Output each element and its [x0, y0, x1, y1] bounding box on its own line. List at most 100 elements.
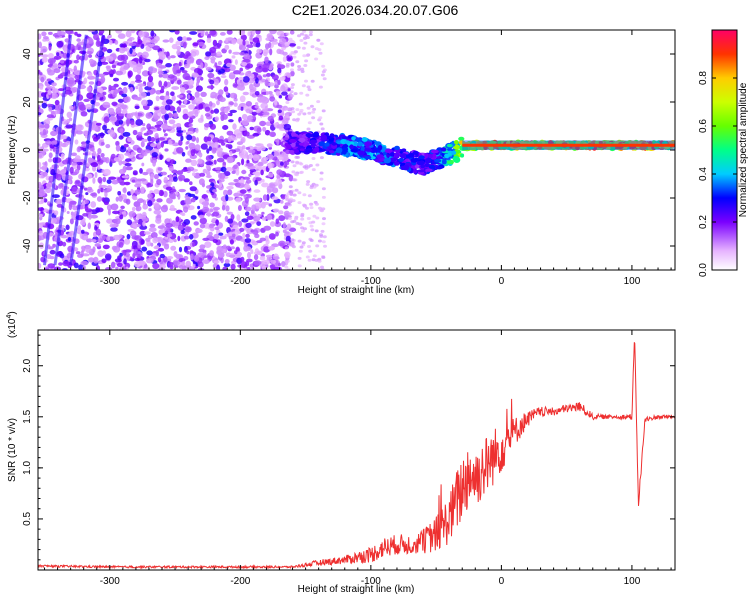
- noise-cell: [200, 114, 204, 122]
- noise-cell: [50, 130, 58, 137]
- noise-cell: [121, 81, 129, 86]
- ridge-cell: [393, 161, 400, 166]
- noise-cell: [190, 197, 196, 203]
- ridge-cell: [299, 148, 305, 152]
- noise-cell: [113, 88, 119, 95]
- noise-cell: [294, 217, 298, 221]
- noise-cell: [202, 168, 208, 174]
- snr-plot: [38, 342, 675, 570]
- y-tick-label: 20: [22, 96, 33, 108]
- noise-cell: [303, 41, 308, 45]
- noise-cell: [204, 56, 210, 61]
- noise-cell: [247, 251, 251, 259]
- noise-cell: [269, 96, 276, 102]
- noise-cell: [162, 123, 168, 130]
- noise-cell: [192, 242, 196, 247]
- noise-cell: [38, 104, 41, 108]
- noise-cell: [225, 144, 230, 148]
- noise-cell: [200, 91, 207, 97]
- noise-cell: [97, 250, 104, 257]
- noise-cell: [322, 217, 326, 221]
- noise-cell: [118, 241, 124, 248]
- noise-cell: [93, 109, 98, 114]
- noise-cell: [241, 61, 248, 67]
- noise-cell: [130, 188, 134, 196]
- ridge-cell: [417, 169, 426, 173]
- noise-cell: [287, 57, 292, 61]
- noise-cell: [237, 205, 242, 211]
- noise-cell: [38, 207, 45, 212]
- noise-cell: [307, 121, 312, 125]
- noise-cell: [198, 103, 204, 110]
- noise-cell: [113, 157, 122, 162]
- noise-cell: [285, 198, 290, 202]
- noise-cell: [266, 72, 271, 77]
- noise-cell: [109, 73, 114, 78]
- noise-cell: [128, 42, 137, 47]
- noise-cell: [60, 153, 65, 160]
- noise-cell: [263, 225, 272, 231]
- noise-cell: [134, 96, 142, 101]
- noise-cell: [312, 107, 317, 111]
- noise-cell: [56, 40, 64, 48]
- noise-cell: [86, 92, 95, 100]
- noise-cell: [201, 201, 209, 206]
- noise-cell: [157, 225, 166, 230]
- noise-cell: [175, 123, 182, 128]
- noise-cell: [237, 105, 241, 111]
- ridge-cell: [309, 139, 318, 144]
- noise-cell: [226, 62, 232, 68]
- noise-cell: [208, 146, 212, 151]
- noise-cell: [38, 41, 42, 49]
- noise-cell: [140, 140, 145, 148]
- noise-cell: [301, 241, 306, 245]
- noise-cell: [176, 170, 184, 175]
- noise-cell: [189, 181, 193, 186]
- noise-cell: [196, 137, 199, 144]
- noise-cell: [97, 132, 106, 137]
- noise-cell: [228, 49, 232, 54]
- noise-cell: [80, 260, 89, 266]
- noise-cell: [282, 56, 287, 62]
- noise-cell: [267, 162, 273, 169]
- y-tick-label: -40: [22, 238, 33, 253]
- noise-cell: [265, 37, 272, 41]
- noise-cell: [235, 182, 241, 188]
- noise-cell: [98, 30, 105, 34]
- noise-cell: [249, 35, 253, 41]
- noise-cell: [275, 231, 279, 237]
- noise-cell: [76, 33, 82, 38]
- noise-cell: [286, 223, 292, 230]
- noise-cell: [91, 239, 97, 243]
- noise-cell: [67, 237, 72, 242]
- noise-cell: [134, 219, 139, 224]
- noise-cell: [97, 165, 101, 170]
- noise-cell: [38, 230, 44, 236]
- noise-cell: [285, 161, 290, 166]
- noise-cell: [113, 234, 121, 241]
- noise-cell: [278, 210, 284, 215]
- noise-cell: [233, 102, 238, 107]
- noise-cell: [236, 141, 243, 146]
- noise-cell: [261, 182, 269, 188]
- noise-cell: [69, 166, 74, 174]
- noise-cell: [178, 100, 182, 106]
- noise-cell: [236, 85, 242, 90]
- noise-cell: [266, 154, 274, 160]
- noise-cell: [146, 80, 154, 88]
- noise-cell: [65, 124, 73, 129]
- noise-cell: [164, 104, 171, 111]
- noise-cell: [155, 109, 161, 113]
- noise-cell: [94, 243, 101, 247]
- noise-cell: [306, 106, 311, 110]
- noise-cell: [173, 112, 179, 119]
- ridge-cell: [357, 150, 365, 156]
- noise-cell: [270, 259, 277, 264]
- noise-cell: [176, 147, 184, 154]
- noise-cell: [319, 122, 324, 126]
- noise-cell: [261, 179, 265, 183]
- noise-cell: [54, 110, 60, 115]
- noise-cell: [264, 79, 269, 87]
- noise-cell: [97, 188, 101, 194]
- noise-cell: [153, 174, 159, 180]
